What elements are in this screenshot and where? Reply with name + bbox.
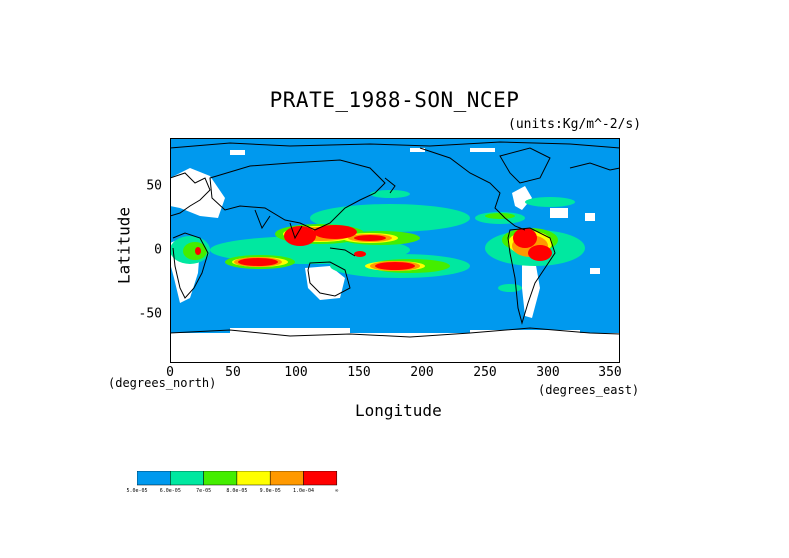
missing-data-regions (170, 148, 620, 363)
x-tick-label: 250 (473, 365, 497, 380)
y-tick-label: 0 (154, 242, 162, 258)
colorbar (137, 471, 338, 486)
y-tick-label: 50 (146, 178, 162, 194)
colorbar-label: ∞ (335, 488, 339, 494)
x-tick-label: 100 (284, 365, 308, 380)
x-tick-label: 200 (410, 365, 434, 380)
colorbar-swatch (137, 471, 171, 486)
colorbar-label: 6.0e-05 (159, 488, 181, 494)
y-tick-label: -50 (138, 306, 162, 322)
map-title: PRATE_1988-SON_NCEP (269, 88, 520, 112)
x-tick-label: 150 (347, 365, 371, 380)
x-tick-label: 300 (536, 365, 560, 380)
coastlines (170, 141, 620, 338)
x-unit-right: (degrees_east) (538, 383, 640, 397)
precipitation-levels (170, 190, 585, 292)
colorbar-swatch (303, 471, 338, 486)
units-label: (units:Kg/m^-2/s) (508, 117, 642, 132)
colorbar-label: 1.0e-04 (292, 488, 315, 494)
x-axis-label: Longitude (355, 401, 442, 420)
colorbar-swatch (203, 471, 238, 486)
precipitation-map (170, 138, 620, 363)
colorbar-label: 5.0e-05 (126, 488, 148, 494)
y-axis-label: Latitude (114, 206, 134, 285)
x-tick-label: 350 (598, 365, 622, 380)
colorbar-swatch (236, 471, 271, 486)
colorbar-label: 7e-05 (196, 488, 212, 494)
x-tick-label: 0 (166, 365, 174, 380)
colorbar-label: 8.0e-05 (226, 488, 248, 494)
colorbar-swatch (269, 471, 304, 486)
x-tick-label: 50 (225, 365, 241, 380)
colorbar-label: 9.0e-05 (259, 488, 281, 494)
map-frame (170, 138, 620, 363)
x-unit-left: (degrees_north) (108, 376, 217, 390)
colorbar-swatch (170, 471, 204, 486)
